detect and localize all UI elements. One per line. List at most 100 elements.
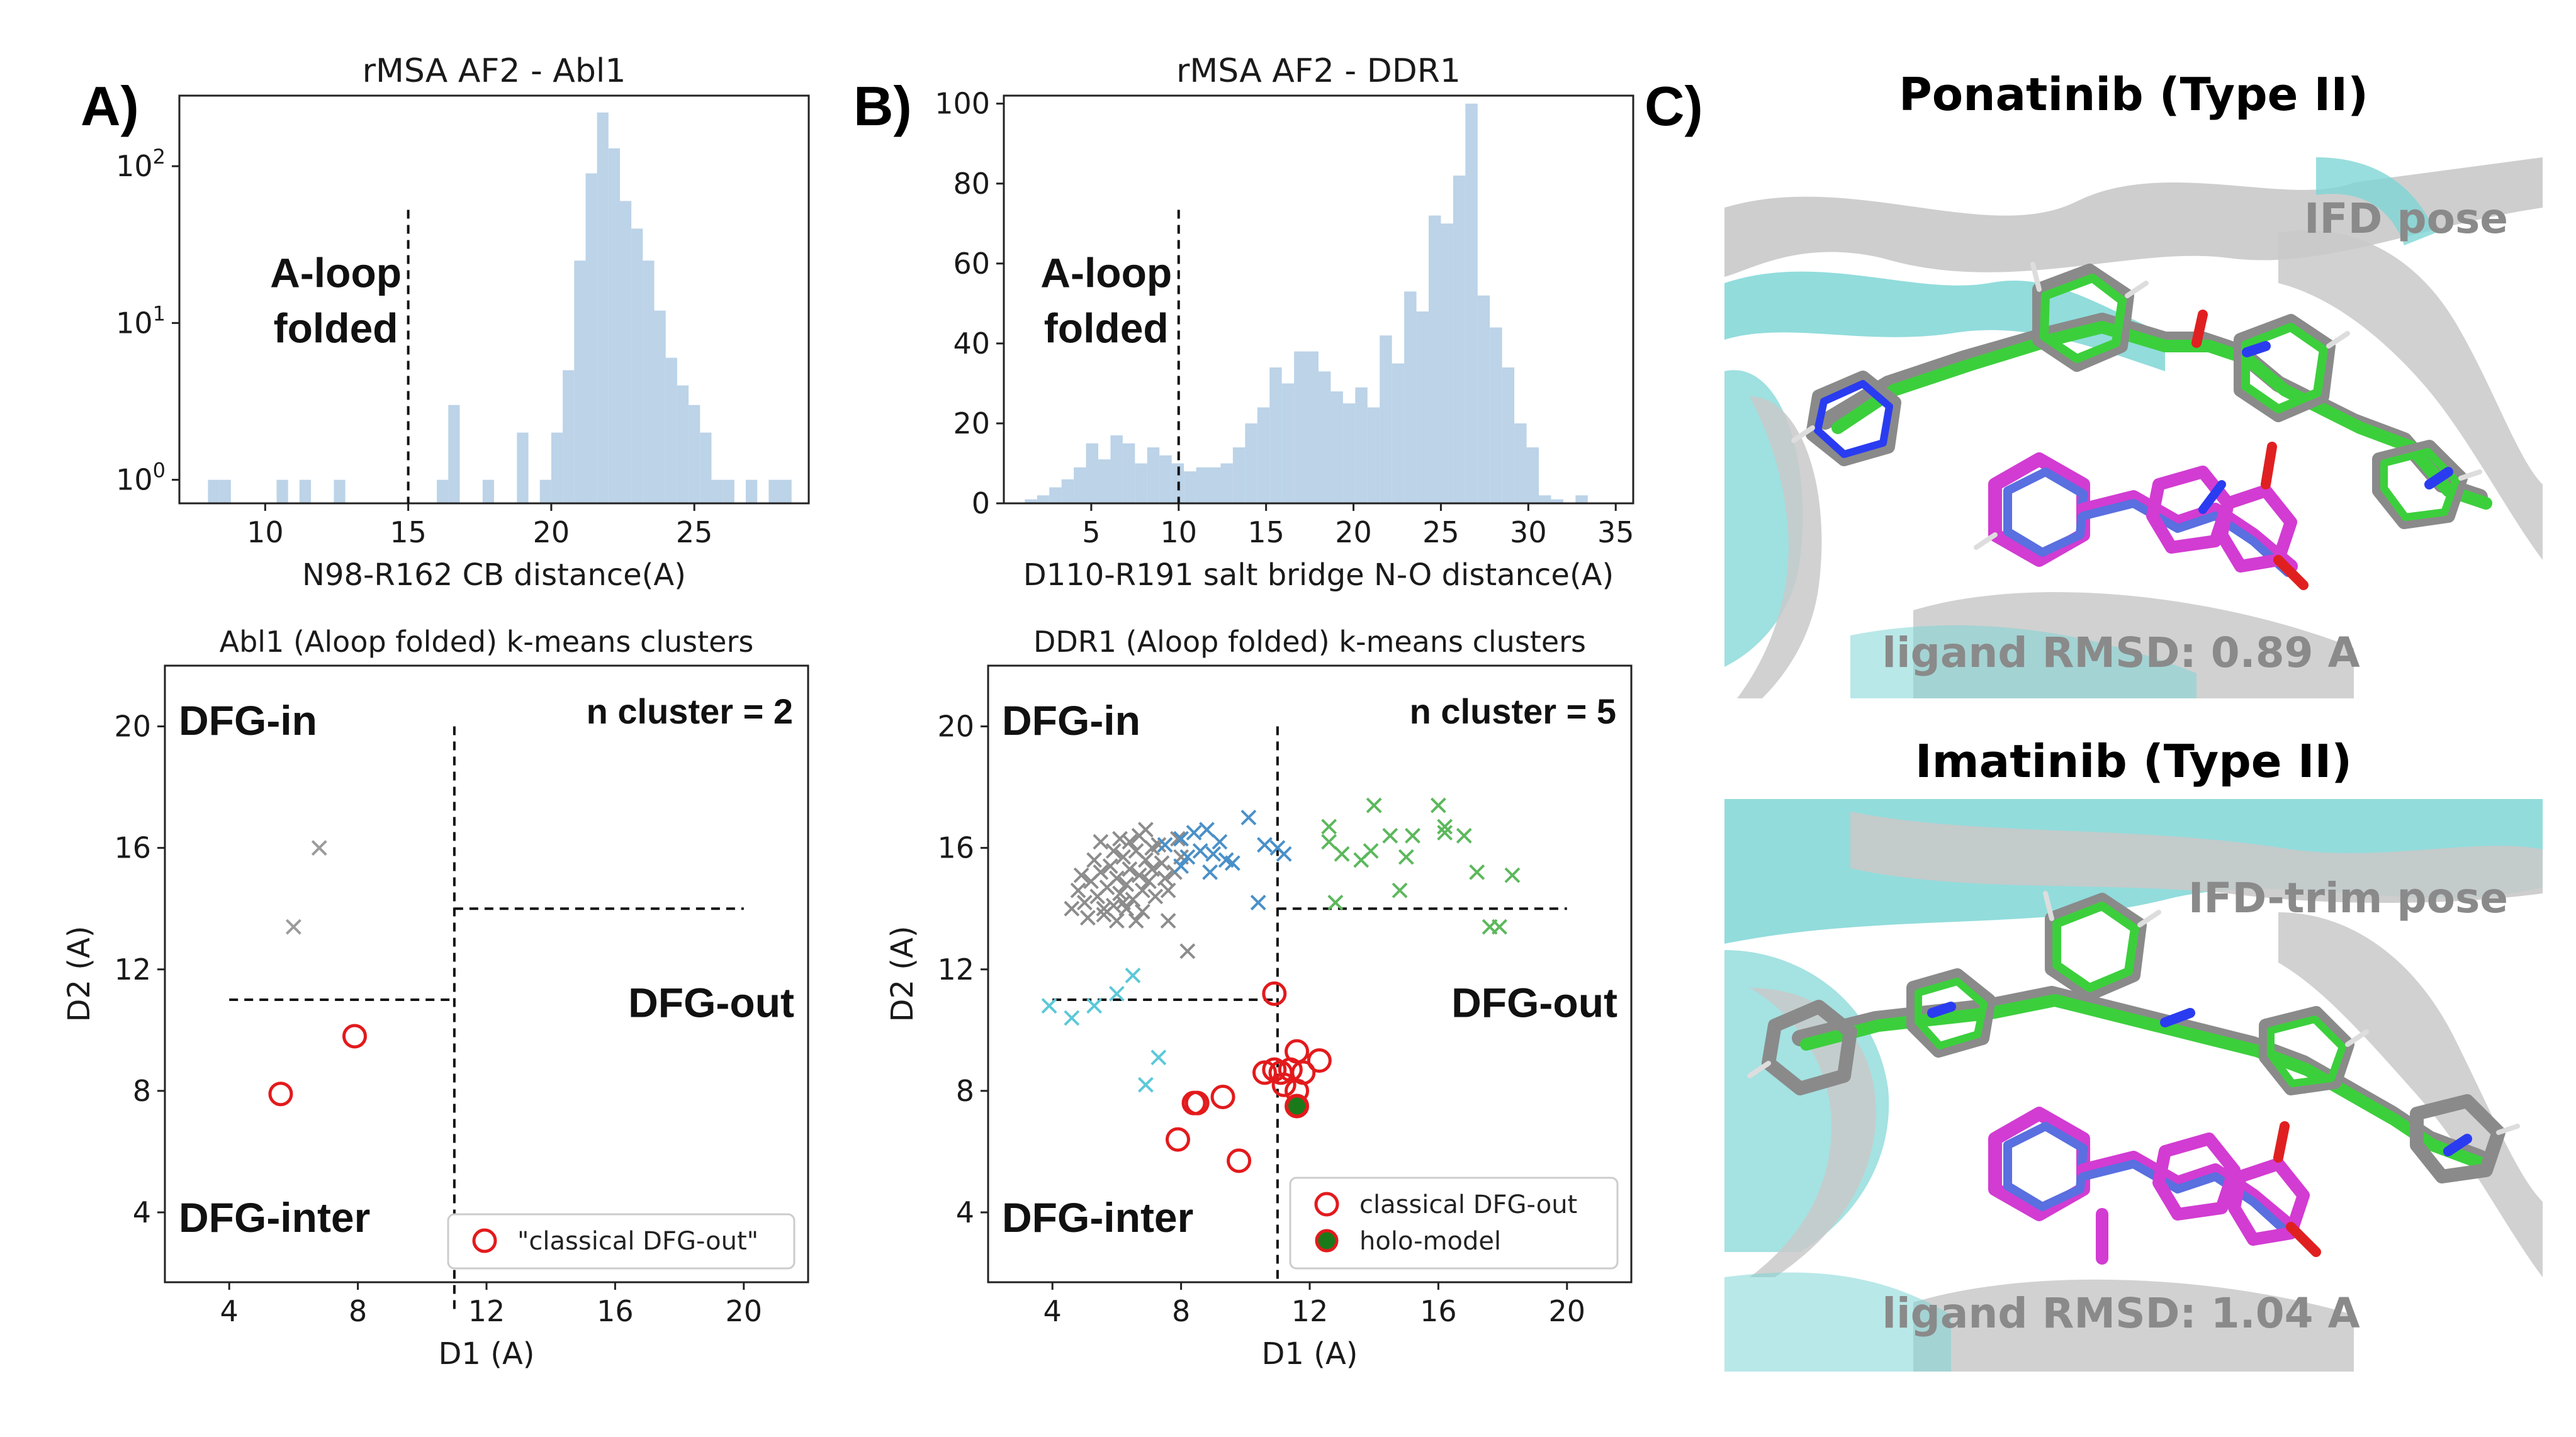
legend-marker <box>472 1228 497 1253</box>
y-tick-label: 102 <box>116 145 166 183</box>
annotation-line1: A-loop <box>1040 250 1172 296</box>
n-cluster-label: n cluster = 5 <box>1410 691 1616 731</box>
y-tick-label: 0 <box>972 486 990 520</box>
scatter-point <box>1073 867 1089 883</box>
histogram-bar <box>1380 335 1392 503</box>
y-tick-label: 8 <box>956 1074 974 1108</box>
y-tick-label: 20 <box>953 406 990 440</box>
scatter-point <box>1134 903 1150 920</box>
x-axis-label: D110-R191 salt bridge N-O distance(A) <box>1023 557 1614 593</box>
scatter-point <box>1112 830 1128 847</box>
y-axis-label: D2 (A) <box>885 925 920 1022</box>
y-tick-label: 20 <box>937 710 974 744</box>
scatter-point <box>1199 822 1215 838</box>
histogram-bar <box>563 370 575 503</box>
rmsd-label: ligand RMSD: 1.04 A <box>1882 1289 2359 1338</box>
scatter-point <box>1250 895 1266 910</box>
pose-label: IFD pose <box>2304 194 2508 243</box>
scatter-point <box>1271 1072 1296 1097</box>
histogram-bar <box>219 479 231 503</box>
structure-image: IFD-trim pose ligand RMSD: 1.04 A <box>1724 799 2543 1372</box>
histogram-bar <box>551 432 563 503</box>
x-tick-label: 20 <box>533 515 570 549</box>
scatter-point <box>1165 1127 1190 1152</box>
x-tick-label: 15 <box>1247 515 1285 549</box>
annotation-line2: folded <box>274 305 398 352</box>
histogram-bar <box>1086 443 1098 503</box>
scatter-point <box>1128 913 1144 929</box>
histogram-bar <box>1049 487 1062 503</box>
y-tick-label: 8 <box>133 1074 151 1108</box>
scatter-point <box>1096 900 1112 917</box>
x-tick-label: 15 <box>390 515 427 549</box>
histogram-bar <box>1416 311 1429 503</box>
histogram-bar <box>780 479 792 503</box>
histogram-bar <box>1147 447 1160 503</box>
scatter-point <box>1102 858 1118 875</box>
annotation-line1: A-loop <box>270 250 402 296</box>
histogram-bar <box>677 385 689 503</box>
y-tick-label: 80 <box>953 167 990 201</box>
scatter-point <box>1122 834 1138 850</box>
scatter-point <box>1137 822 1154 838</box>
histogram-bar <box>1232 447 1246 503</box>
histogram-bar <box>1319 371 1331 503</box>
y-tick-label: 12 <box>114 953 151 987</box>
scatter-point <box>1430 797 1446 814</box>
x-tick-label: 8 <box>349 1294 367 1328</box>
histogram-bar <box>1453 176 1466 503</box>
scatter-point <box>1115 895 1132 910</box>
histogram-bar <box>1551 499 1563 503</box>
histogram-bar <box>334 479 346 503</box>
y-tick-label: 16 <box>937 831 974 865</box>
histogram-bar <box>711 479 723 503</box>
chart-title: Abl1 (Aloop folded) k-means clusters <box>220 625 754 659</box>
histogram-bar <box>1392 363 1405 503</box>
histogram-bar <box>276 479 288 503</box>
scatter-point <box>1184 1090 1210 1115</box>
axes-frame <box>178 94 810 505</box>
annotation-line2: folded <box>1044 305 1169 352</box>
scatter-point <box>1108 913 1125 929</box>
y-axis-label: D2 (A) <box>62 925 97 1022</box>
histogram-bar <box>723 479 734 503</box>
x-tick-label: 12 <box>468 1294 505 1328</box>
scatter-point <box>1157 870 1173 886</box>
region-dfg-inter: DFG-inter <box>179 1194 370 1241</box>
histogram-bar <box>1208 467 1221 503</box>
scatter-point <box>311 840 327 856</box>
histogram-bar <box>1330 391 1343 503</box>
scatter-point <box>1105 843 1122 859</box>
scatter-point <box>1076 895 1093 910</box>
scatter-point <box>1170 830 1186 847</box>
legend-label: classical DFG-out <box>1359 1190 1577 1219</box>
scatter-point <box>1154 855 1170 871</box>
scatter-point <box>1363 843 1379 859</box>
scatter-point <box>1086 852 1103 868</box>
legend-box <box>1289 1177 1619 1270</box>
scatter-point <box>1105 897 1122 914</box>
y-tick-label: 60 <box>953 247 990 281</box>
histogram-bar <box>700 432 712 503</box>
scatter-point <box>1064 1010 1080 1026</box>
chart-title: rMSA AF2 - DDR1 <box>1176 52 1461 90</box>
histogram-bar <box>1526 447 1539 503</box>
scatter-point <box>1278 1057 1303 1082</box>
scatter-point <box>1307 1048 1332 1073</box>
scatter-point <box>1108 870 1125 886</box>
scatter-point <box>1192 843 1208 859</box>
region-dfg-out: DFG-out <box>1451 980 1617 1026</box>
x-tick-label: 20 <box>726 1294 763 1328</box>
scatter-point <box>285 919 301 935</box>
scatter-point <box>1118 876 1135 893</box>
scatter-point <box>1131 867 1147 883</box>
x-axis-label: D1 (A) <box>1261 1336 1358 1372</box>
scatter-point <box>1321 819 1337 835</box>
histogram-bar <box>1477 295 1490 503</box>
histogram-bar <box>1110 435 1123 503</box>
scatter-point <box>1147 888 1164 905</box>
histogram-bar <box>1245 423 1257 503</box>
x-tick-label: 10 <box>247 515 284 549</box>
y-tick-label: 100 <box>116 459 166 497</box>
histogram-bar <box>689 405 700 503</box>
